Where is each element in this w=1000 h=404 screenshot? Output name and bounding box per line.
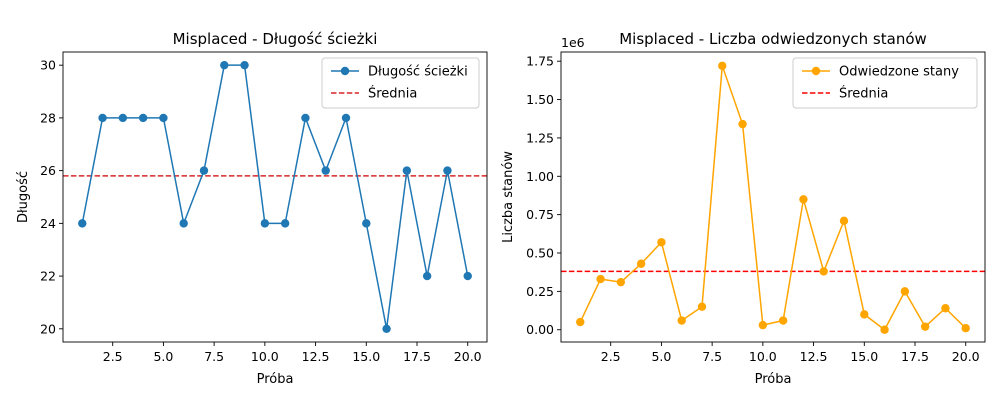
y-tick-label: 26: [40, 163, 56, 178]
data-point: [159, 113, 168, 123]
data-point: [657, 238, 666, 247]
data-point: [799, 195, 808, 204]
data-point: [301, 113, 310, 123]
data-point: [362, 219, 371, 228]
y-tick-label: 24: [40, 216, 56, 231]
chart-title: Misplaced - Długość ścieżki: [173, 30, 378, 48]
x-tick-label: 12.5: [302, 349, 330, 364]
legend-series-label: Długość ścieżki: [368, 65, 468, 80]
legend: Odwiedzone stany Średnia: [792, 57, 978, 109]
x-tick-label: 2.5: [601, 349, 621, 364]
data-point: [819, 267, 828, 276]
x-tick-label: 17.5: [403, 349, 431, 364]
chart-visited-states: Misplaced - Liczba odwiedzonych stanów 2.…: [501, 30, 986, 387]
data-point: [616, 277, 626, 287]
x-tick-label: 5.0: [153, 349, 173, 364]
y-tick-label: 30: [40, 58, 56, 73]
data-point: [778, 316, 788, 325]
x-tick-label: 5.0: [651, 349, 671, 364]
y-tick-label: 1.75: [526, 54, 554, 69]
legend: Długość ścieżki Średnia: [321, 57, 480, 109]
x-tick-label: 7.5: [702, 349, 722, 364]
y-tick-label: 0.00: [526, 322, 554, 337]
data-point: [138, 113, 148, 123]
x-tick-label: 15.0: [352, 349, 380, 364]
legend-series-marker: [811, 66, 821, 76]
y-tick-label: 20: [40, 321, 56, 336]
data-point: [402, 166, 412, 175]
x-tick-label: 2.5: [103, 349, 123, 364]
y-tick-label: 1.50: [526, 92, 554, 107]
chart-path-length: Misplaced - Długość ścieżki 2.5 5.0 7.5 10.0…: [16, 30, 488, 387]
data-point: [382, 324, 391, 334]
data-point: [220, 60, 229, 70]
data-point: [321, 166, 330, 175]
data-point: [240, 60, 249, 70]
x-tick-label: 12.5: [800, 349, 828, 364]
x-tick-label: 20.0: [454, 349, 482, 364]
axes-frame: [62, 51, 488, 343]
legend-mean-label: Średnia: [368, 86, 417, 102]
data-point: [463, 271, 472, 281]
y-tick-label: 0.50: [526, 246, 554, 261]
legend-frame: [792, 57, 978, 109]
y-tick-label: 1.25: [526, 130, 554, 145]
x-tick-label: 10.0: [251, 349, 279, 364]
data-point: [738, 119, 747, 129]
data-point: [118, 113, 128, 123]
data-point: [860, 310, 869, 319]
data-point: [900, 287, 910, 296]
data-point: [280, 219, 290, 228]
data-point: [880, 325, 889, 334]
data-point: [341, 113, 351, 123]
y-tick-label: 22: [40, 269, 56, 284]
legend-series-marker: [340, 66, 350, 76]
data-point: [758, 320, 768, 330]
data-point: [596, 274, 605, 284]
data-point: [839, 216, 849, 225]
chart-title: Misplaced - Liczba odwiedzonych stanów: [619, 30, 927, 48]
axis-offset-text: 1e6: [561, 35, 585, 50]
data-point: [260, 219, 270, 228]
y-tick-label: 0.25: [526, 284, 554, 299]
data-point: [718, 61, 727, 71]
axes-frame: [560, 51, 986, 343]
legend-frame: [321, 57, 480, 109]
x-tick-label: 17.5: [901, 349, 929, 364]
data-point: [941, 304, 950, 313]
x-axis-label: Próba: [257, 372, 294, 387]
x-tick-label: 15.0: [850, 349, 878, 364]
data-point: [920, 322, 930, 331]
y-axis-label: Liczba stanów: [501, 151, 516, 243]
x-tick-label: 7.5: [204, 349, 224, 364]
data-point: [422, 271, 432, 281]
data-point: [98, 113, 107, 123]
data-point: [78, 219, 87, 228]
x-axis-label: Próba: [755, 372, 792, 387]
data-point: [199, 166, 209, 175]
data-point: [443, 166, 452, 175]
y-tick-label: 28: [40, 110, 56, 125]
data-point: [697, 302, 707, 311]
y-tick-label: 1.00: [526, 169, 554, 184]
x-tick-label: 20.0: [952, 349, 980, 364]
data-point: [961, 323, 970, 333]
legend-series-label: Odwiedzone stany: [839, 65, 959, 80]
y-axis-label: Długość: [16, 171, 31, 223]
y-tick-label: 0.75: [526, 207, 554, 222]
legend-mean-label: Średnia: [839, 86, 888, 102]
series-line: [579, 65, 967, 331]
data-point: [677, 316, 686, 325]
data-point: [636, 259, 646, 268]
data-point: [179, 219, 188, 228]
x-tick-label: 10.0: [749, 349, 777, 364]
data-point: [576, 317, 585, 327]
